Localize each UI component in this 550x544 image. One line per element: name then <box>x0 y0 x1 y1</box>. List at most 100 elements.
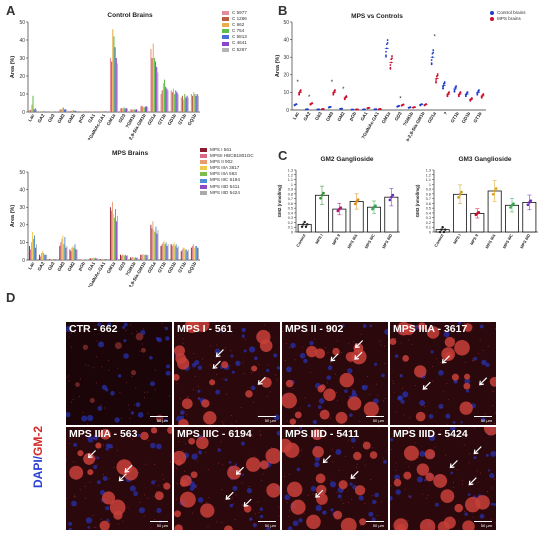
speckle <box>108 360 110 362</box>
speckle <box>334 373 336 375</box>
y-tick-label: 0.1 <box>426 226 431 230</box>
bar <box>74 244 76 260</box>
speckle <box>87 364 89 366</box>
speckle <box>267 419 269 421</box>
bar <box>140 254 142 260</box>
gm2-cell <box>203 411 217 425</box>
nucleus <box>327 365 333 371</box>
nucleus <box>490 502 494 506</box>
legend-entry: C 5813 <box>222 34 247 40</box>
legend-entry: C 5977 <box>222 10 247 16</box>
speckle <box>263 324 265 326</box>
bar <box>151 58 153 112</box>
speckle <box>240 406 242 408</box>
nucleus <box>110 391 115 396</box>
speckle <box>299 407 301 409</box>
legend-swatch <box>222 47 229 52</box>
nucleus <box>371 517 376 522</box>
bar <box>76 111 78 112</box>
data-point <box>457 196 460 199</box>
nucleus <box>246 488 252 494</box>
nucleus <box>317 405 322 409</box>
nucleus <box>493 503 496 506</box>
gm2-cell <box>200 503 215 518</box>
bar <box>72 110 74 112</box>
legend-label: MPS IIIC 6194 <box>210 177 240 183</box>
speckle <box>439 361 441 363</box>
nucleus <box>344 389 348 393</box>
speckle <box>112 493 114 495</box>
arrow-head <box>235 470 241 475</box>
bar <box>81 259 83 260</box>
gm2-cell <box>319 384 326 391</box>
bar <box>45 254 47 260</box>
legend-label: Control brains <box>497 10 526 15</box>
speckle <box>403 414 405 416</box>
speckle <box>480 522 482 524</box>
speckle <box>86 423 88 425</box>
speckle <box>414 442 416 444</box>
speckle <box>131 438 133 440</box>
scatter-point <box>470 97 473 99</box>
y-tick-label: 20 <box>19 223 25 229</box>
legend-entry: C 754 <box>222 28 247 34</box>
arrow-head <box>441 358 447 364</box>
speckle <box>237 362 239 364</box>
speckle <box>82 411 84 413</box>
speckle <box>123 462 125 464</box>
scatter-point <box>482 93 485 95</box>
speckle <box>364 464 366 466</box>
bar <box>79 259 81 260</box>
speckle <box>300 325 302 327</box>
speckle <box>408 466 410 468</box>
significance-marker: * <box>297 80 300 86</box>
speckle <box>355 466 357 468</box>
nucleus <box>106 518 110 522</box>
speckle <box>447 399 449 401</box>
speckle <box>312 520 314 522</box>
speckle <box>128 409 130 411</box>
speckle <box>251 372 253 374</box>
gm2-cell <box>347 396 362 411</box>
y-tick-label: 30 <box>19 205 25 211</box>
nucleus <box>123 353 129 359</box>
gm2-cell <box>178 418 189 425</box>
speckle <box>216 374 218 376</box>
arrow-head <box>257 380 263 385</box>
micrograph-grid: CTR - 662 50 µm MPS I - 561 50 µm MPS II - 9… <box>66 322 550 544</box>
speckle <box>492 452 494 454</box>
gm2-cell <box>463 323 473 332</box>
speckle <box>355 457 357 459</box>
arrow-head <box>350 474 356 480</box>
speckle <box>154 369 156 371</box>
speckle <box>84 331 86 333</box>
panel-c-letter: C <box>278 148 288 163</box>
nucleus <box>298 518 303 523</box>
bar <box>197 95 199 112</box>
micrograph-label: MPS IIID - 5424 <box>393 428 468 440</box>
bar <box>131 109 133 112</box>
speckle <box>153 495 155 497</box>
nucleus <box>371 499 377 505</box>
x-tick-label: GM1a <box>381 111 392 125</box>
speckle <box>163 478 165 480</box>
control-brains-legend: C 5977 C 1266 C 662 C 754 C 5813 C 4641 C 5267 <box>222 10 247 53</box>
nucleus <box>438 370 444 376</box>
gm2-cell <box>82 344 89 350</box>
speckle <box>380 344 382 346</box>
speckle <box>260 434 262 436</box>
speckle <box>221 522 223 524</box>
x-tick-label: GM1a <box>106 261 117 275</box>
speckle <box>220 441 222 443</box>
speckle <box>384 363 386 365</box>
speckle <box>467 403 469 405</box>
speckle <box>176 483 178 485</box>
bar <box>105 259 107 260</box>
speckle <box>289 399 291 401</box>
gm2-cell <box>290 499 306 515</box>
y-tick-label: 0 <box>22 110 25 116</box>
nucleus <box>164 418 168 422</box>
speckle <box>74 495 76 497</box>
gm2-cell <box>114 342 122 350</box>
bar <box>131 257 133 260</box>
